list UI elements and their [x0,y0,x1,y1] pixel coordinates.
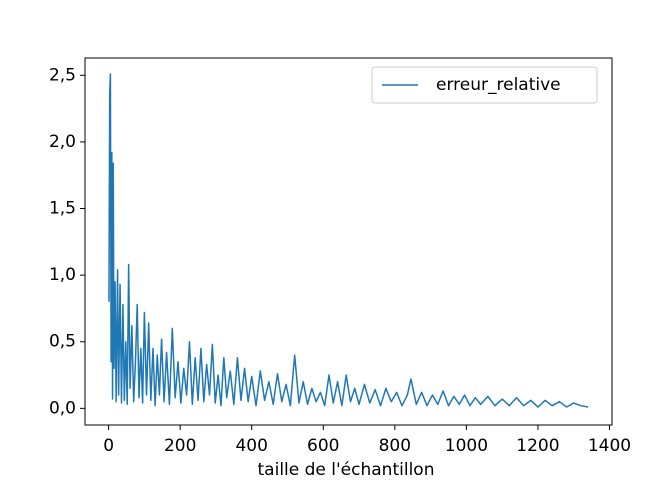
y-tick-label: 2,5 [49,65,76,85]
x-tick-label: 1400 [588,436,631,456]
y-tick-label: 1,0 [49,265,76,285]
x-tick-label: 1200 [516,436,559,456]
x-tick-label: 400 [235,436,267,456]
legend-label: erreur_relative [436,75,561,95]
x-tick-label: 800 [379,436,411,456]
y-tick-label: 1,5 [49,199,76,219]
plot-frame [84,57,613,426]
x-tick-label: 600 [307,436,339,456]
x-tick-label: 1000 [445,436,488,456]
x-axis-label: taille de l'échantillon [258,460,435,480]
x-tick-label: 0 [103,436,114,456]
line [108,73,589,408]
x-tick-label: 200 [164,436,196,456]
y-tick-label: 2,0 [49,132,76,152]
legend-box [371,66,598,104]
y-tick-label: 0,5 [49,332,76,352]
y-tick-label: 0,0 [49,398,76,418]
